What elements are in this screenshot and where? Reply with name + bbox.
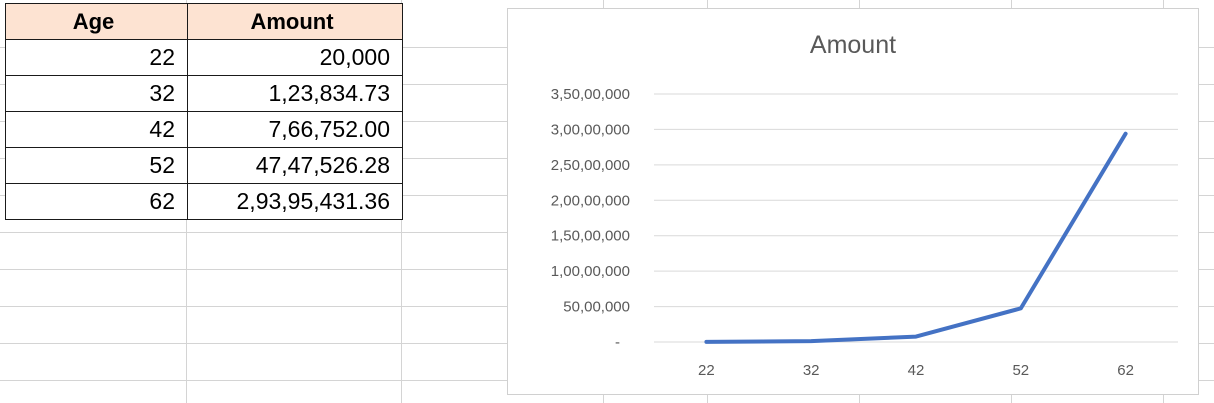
x-tick-label: 42: [908, 362, 925, 379]
cell-age[interactable]: 32: [5, 75, 188, 112]
cell-age[interactable]: 52: [5, 147, 188, 184]
x-tick-label: 52: [1012, 362, 1029, 379]
cell-amount[interactable]: 1,23,834.73: [187, 75, 403, 112]
cell-amount[interactable]: 20,000: [187, 39, 403, 76]
y-tick-label: 2,00,00,000: [551, 192, 630, 209]
cell-amount[interactable]: 2,93,95,431.36: [187, 183, 403, 220]
x-tick-label: 62: [1117, 362, 1134, 379]
x-tick-label: 22: [698, 362, 715, 379]
table-row: 32 1,23,834.73: [5, 75, 403, 112]
table-row: 62 2,93,95,431.36: [5, 183, 403, 220]
line-chart[interactable]: Amount - 50,00,000 1,00,00,000 1,50,00,000 2…: [507, 8, 1199, 395]
y-tick-label: 2,50,00,000: [551, 157, 630, 174]
age-amount-table: Age Amount 22 20,000 32 1,23,834.73 42 7…: [5, 3, 403, 220]
cell-amount[interactable]: 7,66,752.00: [187, 111, 403, 148]
cell-age[interactable]: 42: [5, 111, 188, 148]
table-row: 22 20,000: [5, 39, 403, 76]
table-row: 42 7,66,752.00: [5, 111, 403, 148]
chart-plot-area: - 50,00,000 1,00,00,000 1,50,00,000 2,00,00,…: [551, 86, 1178, 379]
chart-title: Amount: [809, 31, 897, 59]
x-tick-label: 32: [803, 362, 820, 379]
header-age[interactable]: Age: [5, 3, 188, 40]
table-row: 52 47,47,526.28: [5, 147, 403, 184]
y-tick-label: -: [615, 334, 620, 351]
header-amount[interactable]: Amount: [187, 3, 403, 40]
cell-amount[interactable]: 47,47,526.28: [187, 147, 403, 184]
cell-age[interactable]: 22: [5, 39, 188, 76]
cell-age[interactable]: 62: [5, 183, 188, 220]
y-tick-label: 50,00,000: [563, 299, 630, 316]
y-tick-label: 1,00,00,000: [551, 263, 630, 280]
y-tick-label: 3,50,00,000: [551, 86, 630, 103]
y-tick-label: 3,00,00,000: [551, 121, 630, 138]
y-tick-label: 1,50,00,000: [551, 228, 630, 245]
table-header-row: Age Amount: [5, 3, 403, 40]
